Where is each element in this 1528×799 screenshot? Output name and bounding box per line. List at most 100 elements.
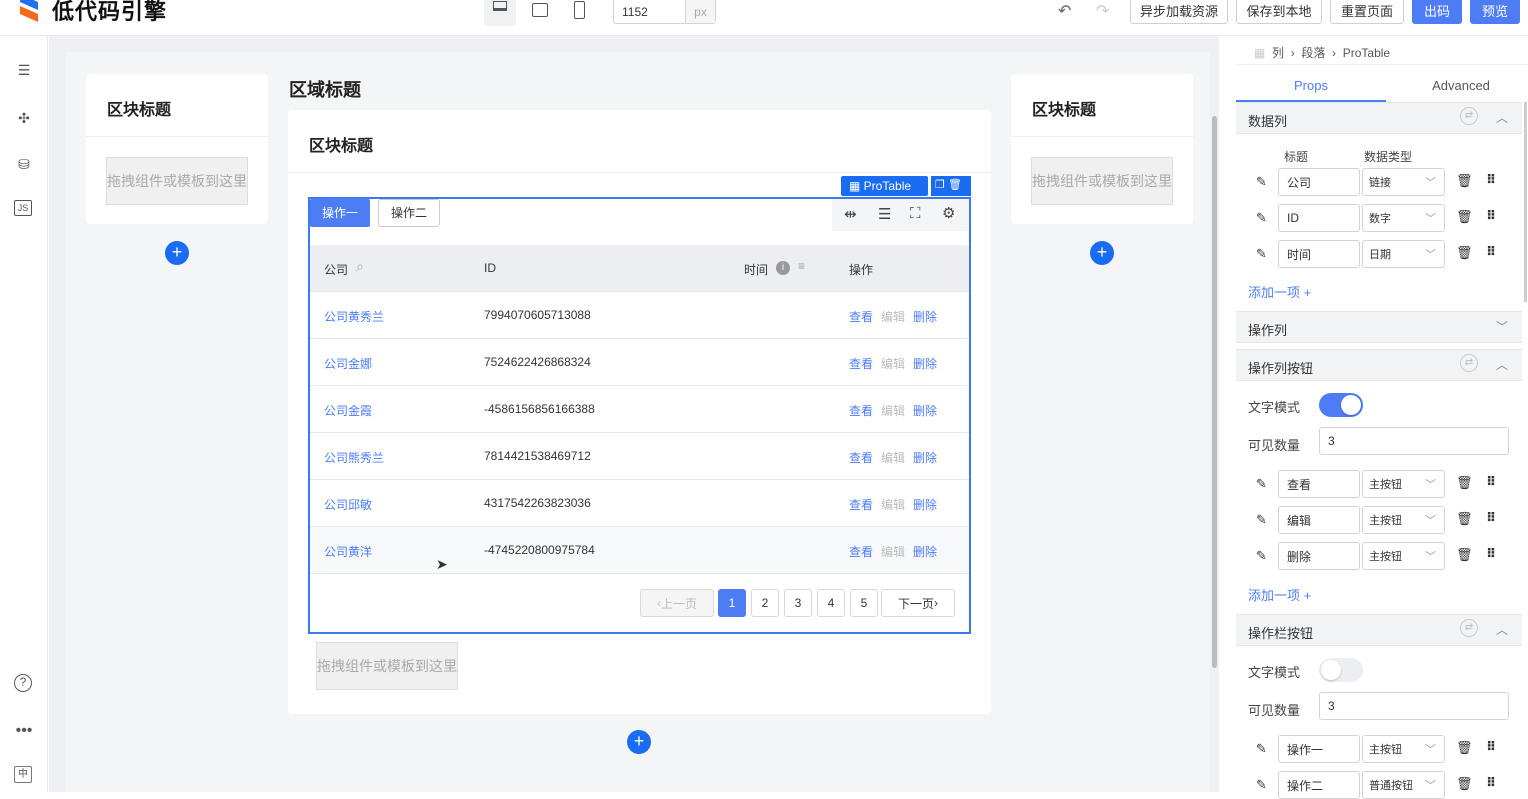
item-title-input[interactable]: 查看 — [1278, 470, 1360, 498]
company-link[interactable]: 公司金娜 — [324, 357, 373, 371]
trash-icon[interactable]: 🗑 — [1456, 475, 1473, 490]
drop-zone[interactable]: 拖拽组件或模板到这里 — [316, 642, 458, 690]
swap-icon[interactable]: ⇄ — [1460, 107, 1478, 125]
item-type-select[interactable]: 主按钮 ﹀ — [1362, 735, 1445, 763]
chevron-down-icon[interactable]: ﹀ — [1495, 320, 1508, 334]
page-1-button[interactable]: 1 — [718, 589, 746, 617]
delete-icon[interactable]: 🗑 — [947, 179, 962, 191]
delete-action[interactable]: 删除 — [913, 357, 938, 371]
settings-gear-icon[interactable]: ⚙ — [942, 205, 956, 222]
trash-icon[interactable]: 🗑 — [1456, 547, 1473, 562]
outline-tree-icon[interactable]: ☰ — [17, 62, 31, 78]
page-2-button[interactable]: 2 — [751, 589, 779, 617]
breadcrumb-item[interactable]: ProTable — [1342, 46, 1391, 60]
company-link[interactable]: 公司金霞 — [324, 404, 373, 418]
delete-action[interactable]: 删除 — [913, 498, 938, 512]
edit-icon[interactable]: ✎ — [1256, 777, 1267, 792]
edit-action[interactable]: 编辑 — [881, 310, 906, 324]
section-header[interactable]: 操作列按钮 ⇄ ︿ — [1236, 349, 1522, 381]
trash-icon[interactable]: 🗑 — [1456, 209, 1473, 224]
add-item-link[interactable]: 添加一项 + — [1248, 588, 1312, 603]
item-type-select[interactable]: 数字 ﹀ — [1362, 204, 1445, 232]
swap-icon[interactable]: ⇄ — [1460, 619, 1478, 637]
company-link[interactable]: 公司熊秀兰 — [324, 451, 385, 465]
drag-handle-icon[interactable]: ⠿ — [1486, 208, 1497, 223]
page-4-button[interactable]: 4 — [817, 589, 845, 617]
fullscreen-icon[interactable]: ⛶ — [910, 205, 921, 222]
item-type-select[interactable]: 普通按钮 ﹀ — [1362, 771, 1445, 799]
edit-icon[interactable]: ✎ — [1256, 210, 1267, 225]
trash-icon[interactable]: 🗑 — [1456, 776, 1473, 791]
edit-icon[interactable]: ✎ — [1256, 174, 1267, 189]
edit-action[interactable]: 编辑 — [881, 451, 906, 465]
item-type-select[interactable]: 日期 ﹀ — [1362, 240, 1445, 268]
edit-action[interactable]: 编辑 — [881, 357, 906, 371]
phone-view-icon[interactable] — [574, 1, 585, 19]
chevron-up-icon[interactable]: ︿ — [1495, 358, 1508, 372]
view-action[interactable]: 查看 — [849, 451, 874, 465]
canvas-width-input[interactable]: 1152 px — [613, 0, 716, 24]
delete-action[interactable]: 删除 — [913, 545, 938, 559]
panel-scrollbar[interactable] — [1524, 102, 1527, 302]
export-code-button[interactable]: 出码 — [1412, 0, 1462, 24]
prev-page-button[interactable]: ‹ 上一页 — [640, 589, 714, 617]
item-title-input[interactable]: 时间 — [1278, 240, 1360, 268]
chevron-up-icon[interactable]: ︿ — [1495, 623, 1508, 637]
density-icon[interactable]: ⇹ — [844, 206, 857, 223]
edit-icon[interactable]: ✎ — [1256, 512, 1267, 527]
text-mode-toggle[interactable] — [1319, 393, 1363, 417]
tab-advanced[interactable]: Advanced — [1432, 78, 1490, 93]
item-title-input[interactable]: 操作一 — [1278, 735, 1360, 763]
edit-icon[interactable]: ✎ — [1256, 476, 1267, 491]
selection-label[interactable]: ▦ ProTable — [841, 176, 928, 196]
edit-action[interactable]: 编辑 — [881, 404, 906, 418]
save-local-button[interactable]: 保存到本地 — [1236, 0, 1322, 24]
more-icon[interactable]: ••• — [15, 722, 33, 739]
view-action[interactable]: 查看 — [849, 404, 874, 418]
drag-handle-icon[interactable]: ⠿ — [1486, 546, 1497, 561]
breadcrumb-item[interactable]: 段落 — [1301, 46, 1326, 60]
section-header[interactable]: 操作列 ﹀ — [1236, 311, 1522, 343]
desktop-view-button[interactable] — [484, 0, 516, 26]
drag-handle-icon[interactable]: ⠿ — [1486, 739, 1497, 754]
async-load-button[interactable]: 异步加载资源 — [1130, 0, 1228, 24]
component-puzzle-icon[interactable]: ✣ — [18, 110, 30, 126]
add-block-button[interactable]: + — [165, 241, 189, 265]
section-header[interactable]: 操作栏按钮 ⇄ ︿ — [1236, 614, 1522, 646]
item-type-select[interactable]: 主按钮 ﹀ — [1362, 542, 1445, 570]
page-3-button[interactable]: 3 — [784, 589, 812, 617]
item-title-input[interactable]: 公司 — [1278, 168, 1360, 196]
view-action[interactable]: 查看 — [849, 498, 874, 512]
drag-handle-icon[interactable]: ⠿ — [1486, 244, 1497, 259]
trash-icon[interactable]: 🗑 — [1456, 511, 1473, 526]
toolbar-button-1[interactable]: 操作一 — [310, 199, 370, 227]
add-block-button[interactable]: + — [1090, 241, 1114, 265]
item-title-input[interactable]: 编辑 — [1278, 506, 1360, 534]
drag-handle-icon[interactable]: ⠿ — [1486, 510, 1497, 525]
undo-icon[interactable]: ↶ — [1058, 3, 1072, 20]
copy-icon[interactable]: ❐ — [935, 179, 945, 191]
view-action[interactable]: 查看 — [849, 545, 874, 559]
drop-zone[interactable]: 拖拽组件或模板到这里 — [106, 157, 248, 205]
item-title-input[interactable]: 操作二 — [1278, 771, 1360, 799]
filter-icon[interactable]: ≡ — [798, 259, 806, 273]
visible-count-input[interactable]: 3 — [1319, 692, 1509, 720]
chevron-up-icon[interactable]: ︿ — [1495, 111, 1508, 125]
visible-count-input[interactable]: 3 — [1319, 427, 1509, 455]
language-icon[interactable]: 中 — [14, 766, 32, 783]
company-link[interactable]: 公司黄秀兰 — [324, 310, 385, 324]
edit-action[interactable]: 编辑 — [881, 545, 906, 559]
company-link[interactable]: 公司邱敏 — [324, 498, 373, 512]
toolbar-button-2[interactable]: 操作二 — [378, 199, 440, 227]
tablet-view-icon[interactable] — [532, 3, 548, 17]
text-mode-toggle[interactable] — [1319, 658, 1363, 682]
edit-icon[interactable]: ✎ — [1256, 246, 1267, 261]
next-page-button[interactable]: 下一页 › — [881, 589, 955, 617]
redo-icon[interactable]: ↷ — [1096, 3, 1110, 20]
delete-action[interactable]: 删除 — [913, 404, 938, 418]
view-action[interactable]: 查看 — [849, 357, 874, 371]
company-link[interactable]: 公司黄洋 — [324, 545, 373, 559]
edit-icon[interactable]: ✎ — [1256, 741, 1267, 756]
help-icon[interactable]: ? — [14, 674, 32, 692]
edit-action[interactable]: 编辑 — [881, 498, 906, 512]
